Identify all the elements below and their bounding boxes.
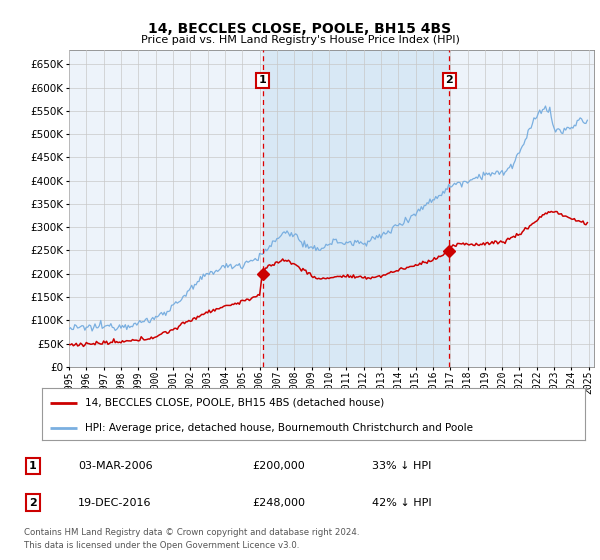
Bar [263, 50, 449, 367]
Text: 14, BECCLES CLOSE, POOLE, BH15 4BS: 14, BECCLES CLOSE, POOLE, BH15 4BS [148, 22, 452, 36]
Text: 2: 2 [446, 76, 454, 86]
Text: Contains HM Land Registry data © Crown copyright and database right 2024.
This d: Contains HM Land Registry data © Crown c… [24, 528, 359, 549]
Text: 1: 1 [29, 461, 37, 471]
Text: 03-MAR-2006: 03-MAR-2006 [78, 461, 152, 471]
Text: Price paid vs. HM Land Registry's House Price Index (HPI): Price paid vs. HM Land Registry's House … [140, 35, 460, 45]
Text: 14, BECCLES CLOSE, POOLE, BH15 4BS (detached house): 14, BECCLES CLOSE, POOLE, BH15 4BS (deta… [85, 398, 385, 408]
Text: 19-DEC-2016: 19-DEC-2016 [78, 498, 151, 507]
Text: £248,000: £248,000 [252, 498, 305, 507]
Text: £200,000: £200,000 [252, 461, 305, 471]
Text: 2: 2 [29, 498, 37, 507]
Text: 33% ↓ HPI: 33% ↓ HPI [372, 461, 431, 471]
Text: 1: 1 [259, 76, 266, 86]
Text: HPI: Average price, detached house, Bournemouth Christchurch and Poole: HPI: Average price, detached house, Bour… [85, 423, 473, 433]
Text: 42% ↓ HPI: 42% ↓ HPI [372, 498, 431, 507]
